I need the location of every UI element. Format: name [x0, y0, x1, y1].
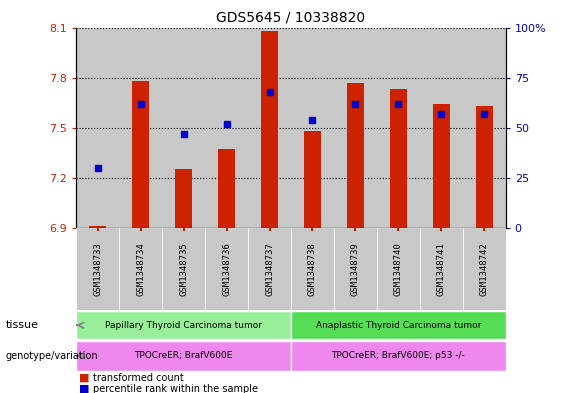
Text: GSM1348736: GSM1348736	[222, 242, 231, 296]
Bar	[291, 228, 334, 310]
Bar	[132, 81, 149, 228]
Bar	[89, 226, 106, 228]
Text: ■: ■	[79, 373, 90, 383]
Bar	[291, 28, 334, 228]
Bar	[433, 105, 450, 228]
Bar	[420, 228, 463, 310]
Bar	[334, 228, 377, 310]
Bar	[248, 228, 291, 310]
Bar	[162, 28, 205, 228]
Text: percentile rank within the sample: percentile rank within the sample	[93, 384, 258, 393]
Text: GSM1348741: GSM1348741	[437, 242, 446, 296]
Text: GSM1348742: GSM1348742	[480, 242, 489, 296]
Bar	[76, 28, 119, 228]
Bar	[476, 106, 493, 228]
Text: GSM1348737: GSM1348737	[265, 242, 274, 296]
Bar	[377, 28, 420, 228]
Text: tissue: tissue	[6, 320, 38, 330]
Text: transformed count: transformed count	[93, 373, 184, 383]
Bar	[205, 228, 248, 310]
Text: GSM1348734: GSM1348734	[136, 242, 145, 296]
Bar	[175, 169, 192, 228]
Text: GSM1348738: GSM1348738	[308, 242, 317, 296]
Bar	[261, 31, 278, 228]
Bar	[463, 228, 506, 310]
Bar	[76, 311, 291, 339]
Text: GSM1348733: GSM1348733	[93, 242, 102, 296]
Text: GSM1348739: GSM1348739	[351, 242, 360, 296]
Bar	[76, 228, 119, 310]
Bar	[291, 341, 506, 371]
Bar	[420, 28, 463, 228]
Bar	[119, 228, 162, 310]
Text: ■: ■	[79, 384, 90, 393]
Bar	[463, 28, 506, 228]
Text: TPOCreER; BrafV600E: TPOCreER; BrafV600E	[134, 351, 233, 360]
Bar	[304, 131, 321, 228]
Text: GSM1348735: GSM1348735	[179, 242, 188, 296]
Bar	[291, 311, 506, 339]
Bar	[334, 28, 377, 228]
Text: TPOCreER; BrafV600E; p53 -/-: TPOCreER; BrafV600E; p53 -/-	[332, 351, 465, 360]
Bar	[76, 341, 291, 371]
Bar	[205, 28, 248, 228]
Bar	[390, 89, 407, 228]
Bar	[218, 149, 235, 228]
Bar	[248, 28, 291, 228]
Bar	[119, 28, 162, 228]
Bar	[162, 228, 205, 310]
Bar	[347, 83, 364, 228]
Text: genotype/variation: genotype/variation	[6, 351, 98, 361]
Text: GSM1348740: GSM1348740	[394, 242, 403, 296]
Text: Anaplastic Thyroid Carcinoma tumor: Anaplastic Thyroid Carcinoma tumor	[316, 321, 481, 330]
Bar	[377, 228, 420, 310]
Title: GDS5645 / 10338820: GDS5645 / 10338820	[216, 11, 366, 25]
Text: Papillary Thyroid Carcinoma tumor: Papillary Thyroid Carcinoma tumor	[105, 321, 262, 330]
